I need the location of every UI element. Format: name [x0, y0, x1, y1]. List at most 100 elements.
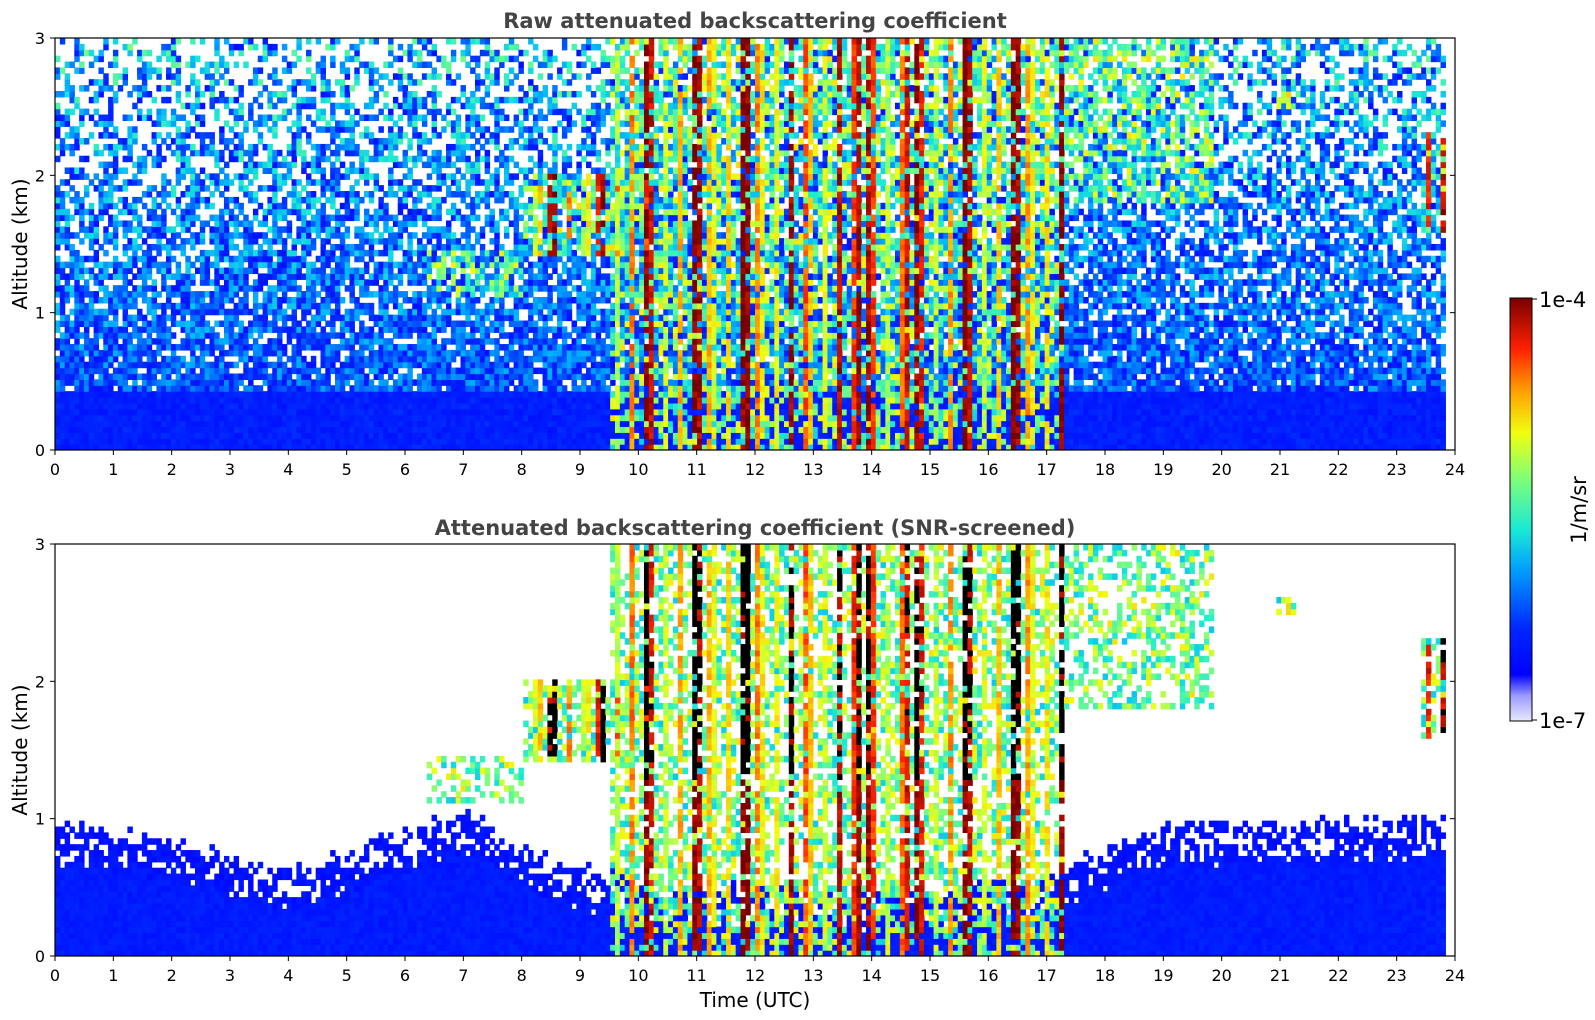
heatmap-cell	[335, 349, 341, 357]
heatmap-cell	[185, 438, 191, 445]
heatmap-cell	[320, 361, 326, 369]
heatmap-cell	[547, 296, 553, 304]
heatmap-cell	[450, 179, 457, 186]
heatmap-cell	[262, 255, 269, 263]
heatmap-cell	[156, 432, 162, 439]
heatmap-cell	[431, 167, 437, 174]
heatmap-cell	[552, 379, 558, 386]
heatmap-cell	[412, 420, 418, 428]
heatmap-cell	[426, 202, 433, 210]
heatmap-cell	[508, 408, 515, 416]
heatmap-cell	[296, 132, 302, 139]
heatmap-cell	[55, 438, 61, 445]
heatmap-cell	[112, 320, 119, 327]
heatmap-cell	[291, 397, 297, 404]
heatmap-cell	[446, 408, 452, 416]
heatmap-cell	[421, 308, 428, 316]
heatmap-cell	[55, 220, 61, 227]
heatmap-cell	[518, 261, 524, 269]
heatmap-cell	[325, 426, 331, 433]
heatmap-cell	[103, 208, 109, 216]
heatmap-cell	[310, 285, 317, 292]
heatmap-cell	[306, 238, 312, 245]
heatmap-cell	[262, 208, 269, 216]
heatmap-cell	[117, 385, 124, 392]
heatmap-cell	[450, 126, 457, 133]
heatmap-cell	[88, 320, 95, 327]
heatmap-cell	[426, 414, 433, 422]
heatmap-cell	[286, 208, 293, 216]
heatmap-cell	[441, 438, 447, 445]
heatmap-cell	[166, 414, 172, 422]
heatmap-cell	[315, 38, 322, 45]
heatmap-cell	[69, 379, 75, 386]
heatmap-cell	[209, 391, 215, 398]
heatmap-cell	[112, 226, 119, 233]
heatmap-cell	[277, 279, 283, 286]
heatmap-cell	[330, 414, 336, 422]
heatmap-cell	[267, 338, 273, 345]
heatmap-cell	[460, 49, 466, 57]
heatmap-cell	[368, 391, 375, 398]
heatmap-cell	[455, 402, 462, 410]
heatmap-cell	[470, 338, 476, 345]
heatmap-cell	[248, 226, 254, 233]
heatmap-cell	[204, 196, 211, 204]
heatmap-cell	[59, 273, 66, 280]
heatmap-cell	[301, 167, 307, 174]
heatmap-cell	[122, 273, 129, 280]
heatmap-cell	[532, 114, 539, 121]
heatmap-cell	[156, 438, 162, 445]
heatmap-cell	[291, 132, 297, 139]
heatmap-cell	[335, 79, 341, 86]
heatmap-cell	[528, 302, 534, 310]
heatmap-cell	[267, 149, 273, 157]
heatmap-cell	[532, 202, 539, 210]
heatmap-cell	[214, 308, 220, 316]
heatmap-cell	[450, 191, 457, 198]
heatmap-cell	[547, 126, 553, 133]
heatmap-cell	[93, 226, 100, 233]
heatmap-cell	[363, 238, 370, 245]
heatmap-cell	[228, 379, 235, 386]
heatmap-cell	[146, 108, 153, 116]
heatmap-cell	[330, 296, 336, 304]
heatmap-cell	[93, 149, 100, 157]
heatmap-cell	[272, 267, 278, 275]
heatmap-cell	[223, 320, 230, 327]
heatmap-cell	[228, 214, 235, 222]
heatmap-cell	[489, 438, 495, 445]
heatmap-cell	[383, 420, 389, 428]
heatmap-cell	[315, 308, 322, 316]
heatmap-cell	[417, 79, 423, 86]
heatmap-cell	[508, 438, 515, 445]
heatmap-cell	[156, 108, 162, 116]
heatmap-cell	[112, 38, 119, 45]
heatmap-cell	[335, 155, 341, 163]
heatmap-cell	[233, 220, 240, 227]
heatmap-cell	[59, 214, 66, 222]
heatmap-cell	[349, 432, 355, 439]
heatmap-cell	[219, 344, 225, 351]
heatmap-cell	[421, 214, 428, 222]
heatmap-cell	[306, 173, 312, 180]
heatmap-cell	[325, 391, 331, 398]
heatmap-cell	[310, 320, 317, 327]
heatmap-cell	[219, 90, 225, 98]
heatmap-cell	[108, 85, 114, 92]
heatmap-cell	[373, 114, 380, 121]
heatmap-cell	[552, 385, 558, 392]
heatmap-cell	[421, 255, 428, 263]
heatmap-cell	[446, 296, 452, 304]
heatmap-cell	[450, 79, 457, 86]
heatmap-cell	[344, 167, 351, 174]
heatmap-cell	[291, 302, 297, 310]
heatmap-cell	[175, 291, 182, 298]
heatmap-cell	[281, 402, 288, 410]
heatmap-cell	[552, 332, 558, 339]
heatmap-cell	[383, 367, 389, 375]
heatmap-cell	[455, 420, 462, 428]
heatmap-cell	[335, 261, 341, 269]
heatmap-cell	[55, 226, 61, 233]
heatmap-cell	[354, 308, 360, 316]
